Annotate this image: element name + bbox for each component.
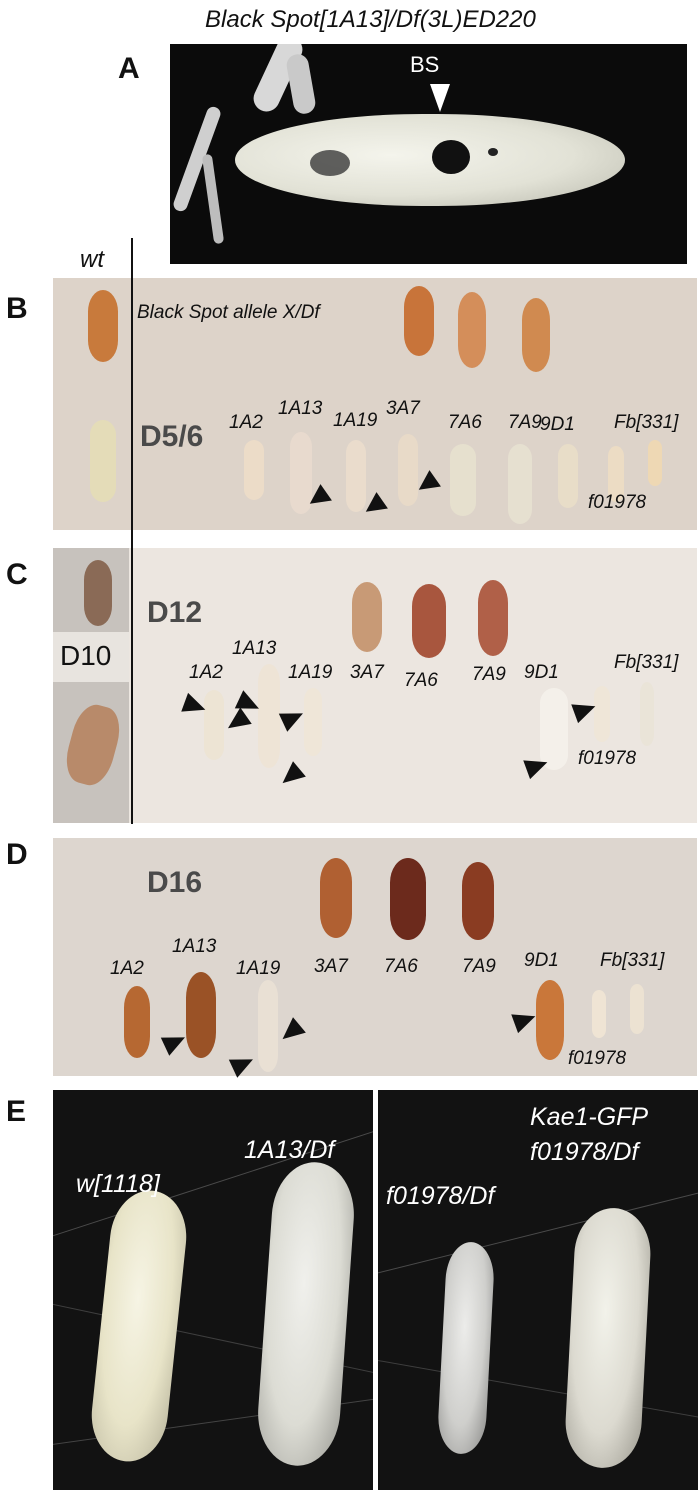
label-7a9: 7A9	[508, 412, 542, 434]
label-fb331: Fb[331]	[600, 950, 664, 972]
wt-larva	[90, 420, 116, 502]
trachea-tube	[202, 154, 224, 245]
pupa-7a6	[390, 858, 426, 940]
larva-f01978	[592, 990, 606, 1038]
bs-label: BS	[410, 52, 439, 78]
label-1a2: 1A2	[189, 662, 223, 684]
dark-mark	[488, 148, 498, 156]
label-f01978-df: f01978/Df	[386, 1182, 494, 1211]
panel-c-day: D12	[147, 596, 202, 630]
larva-kae1-gfp-f01978-df	[563, 1206, 653, 1470]
label-1a19: 1A19	[236, 958, 280, 980]
label-1a13: 1A13	[232, 638, 276, 660]
label-1a19: 1A19	[288, 662, 332, 684]
label-7a6: 7A6	[384, 956, 418, 978]
wt-pupa	[88, 290, 118, 362]
label-3a7: 3A7	[350, 662, 384, 684]
label-1a13: 1A13	[278, 398, 322, 420]
larva-1a2	[244, 440, 264, 500]
panel-b-day: D5/6	[140, 420, 203, 454]
label-kae1-gfp: Kae1-GFP	[530, 1103, 648, 1132]
black-spot	[432, 140, 470, 174]
label-f01978: f01978	[588, 492, 646, 514]
divider-segment	[131, 548, 133, 823]
larva-1a19	[258, 980, 278, 1072]
larva-1a13-df	[254, 1160, 357, 1469]
label-1a2: 1A2	[110, 958, 144, 980]
inset-day-label: D10	[60, 640, 111, 672]
wt-label: wt	[80, 246, 104, 274]
pupa-9d1	[536, 980, 564, 1060]
pupa-7a9	[462, 862, 494, 940]
wt-pupa	[84, 560, 112, 626]
label-1a2: 1A2	[229, 412, 263, 434]
label-1a13: 1A13	[172, 936, 216, 958]
label-9d1: 9D1	[524, 662, 559, 684]
pupa-3a7	[352, 582, 382, 652]
label-f01978-df-top: f01978/Df	[530, 1138, 638, 1167]
label-fb331: Fb[331]	[614, 652, 678, 674]
pupa-7a6	[458, 292, 486, 368]
divider-segment	[131, 278, 133, 530]
dark-mark	[310, 150, 350, 176]
panel-letter-a: A	[118, 52, 140, 86]
larva-body	[235, 114, 625, 206]
bs-arrowhead-icon	[430, 84, 450, 112]
pupa-3a7	[404, 286, 434, 356]
label-9d1: 9D1	[540, 414, 575, 436]
larva-9d1	[558, 444, 578, 508]
larva-fb331	[630, 984, 644, 1034]
label-f01978: f01978	[568, 1048, 626, 1070]
larva-7a6	[450, 444, 476, 516]
larva-1a13	[258, 664, 280, 768]
panel-d-day: D16	[147, 866, 202, 900]
panel-letter-d: D	[6, 838, 28, 872]
panel-letter-b: B	[6, 292, 28, 326]
pupa-1a13	[186, 972, 216, 1058]
label-1a13-df: 1A13/Df	[244, 1136, 334, 1165]
label-f01978: f01978	[578, 748, 636, 770]
panel-a-title: Black Spot[1A13]/Df(3L)ED220	[205, 6, 536, 34]
label-7a6: 7A6	[404, 670, 438, 692]
trachea-tube	[285, 53, 317, 116]
larva-fb331	[648, 440, 662, 486]
panel-letter-e: E	[6, 1095, 26, 1129]
pupa-7a9	[478, 580, 508, 656]
larva-7a9	[508, 444, 532, 524]
label-7a6: 7A6	[448, 412, 482, 434]
label-7a9: 7A9	[472, 664, 506, 686]
pupa-1a2	[124, 986, 150, 1058]
panel-b-header: Black Spot allele X/Df	[137, 302, 320, 324]
larva-w1118	[87, 1187, 191, 1465]
larva-fb331	[640, 682, 654, 746]
label-9d1: 9D1	[524, 950, 559, 972]
scratch	[378, 1357, 698, 1424]
pupa-7a9	[522, 298, 550, 372]
label-w1118: w[1118]	[76, 1170, 160, 1199]
label-1a19: 1A19	[333, 410, 377, 432]
panel-letter-c: C	[6, 558, 28, 592]
larva-3a7	[398, 434, 418, 506]
larva-f01978-df	[436, 1241, 495, 1455]
panel-a-photo: BS	[170, 44, 687, 264]
label-3a7: 3A7	[386, 398, 420, 420]
label-7a9: 7A9	[462, 956, 496, 978]
pupa-3a7	[320, 858, 352, 938]
label-3a7: 3A7	[314, 956, 348, 978]
pupa-7a6	[412, 584, 446, 658]
label-fb331: Fb[331]	[614, 412, 678, 434]
